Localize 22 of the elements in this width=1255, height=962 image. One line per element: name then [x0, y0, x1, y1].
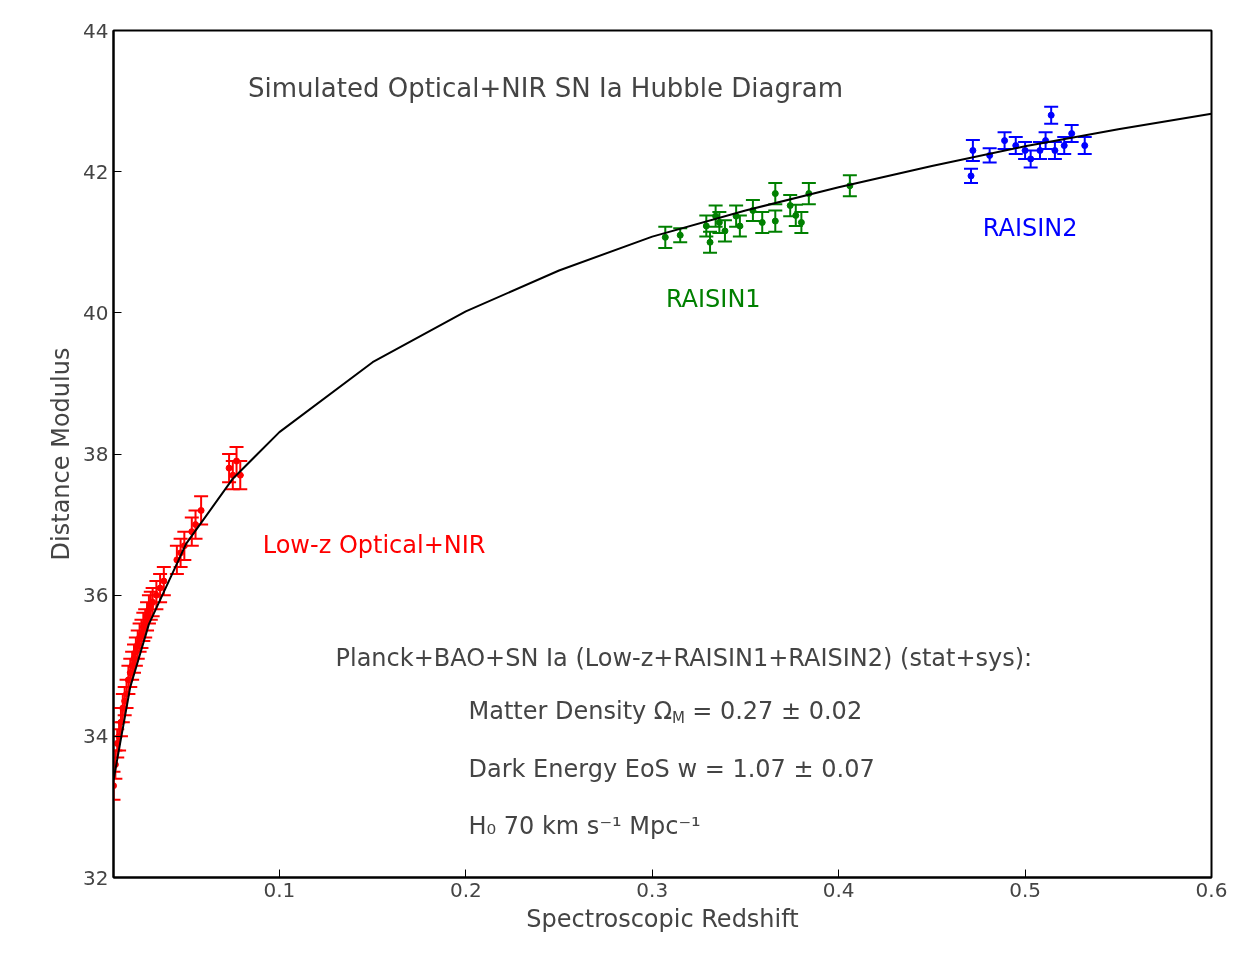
x-tick-label: 0.6: [1195, 877, 1228, 902]
y-axis-title: Distance Modulus: [47, 347, 76, 561]
annotation: H₀ 70 km s⁻¹ Mpc⁻¹: [468, 811, 701, 840]
x-tick-label: 0.5: [1009, 877, 1041, 902]
y-tick-label: 40: [83, 300, 109, 325]
x-axis-title: Spectroscopic Redshift: [526, 904, 799, 933]
text: Low-z Optical+NIR: [262, 530, 486, 559]
x-tick-label: 0.2: [449, 877, 482, 902]
x-tick-label: 0.1: [263, 877, 296, 902]
annotation: Dark Energy EoS w = 1.07 ± 0.07: [468, 754, 875, 783]
y-tick-label: 36: [83, 583, 109, 608]
x-tick-label: 0.3: [636, 877, 669, 902]
annotation: Planck+BAO+SN Ia (Low-z+RAISIN1+RAISIN2) (stat+sys):: [335, 643, 1033, 672]
y-tick-label: 44: [83, 18, 109, 43]
x-tick-label: 0.4: [822, 877, 855, 902]
y-tick-label: 38: [83, 442, 109, 466]
text: Simulated Optical+NIR SN Ia Hubble Diagram: [248, 72, 843, 103]
y-tick-label: 34: [83, 724, 109, 749]
series-label: RAISIN2: [982, 214, 1078, 243]
y-tick-label: 42: [83, 159, 109, 184]
series-label: RAISIN1: [665, 285, 761, 314]
y-tick-label: 32: [83, 865, 109, 890]
